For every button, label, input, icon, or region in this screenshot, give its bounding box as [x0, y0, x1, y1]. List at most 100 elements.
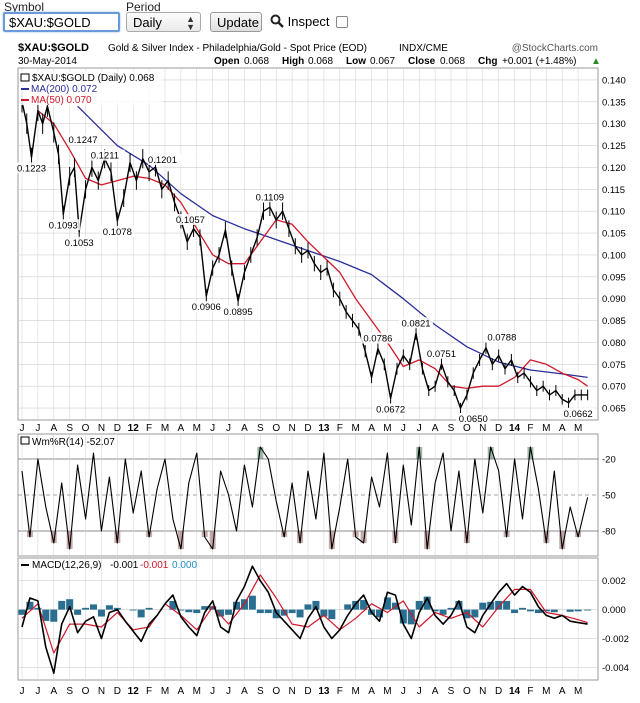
x-tick-label: S [257, 686, 264, 697]
toolbar: Symbol Period Daily ▲▼ Update Inspect [0, 0, 640, 38]
inspect-checkbox[interactable] [336, 16, 349, 28]
williams-oversold-fill [50, 531, 57, 543]
x-tick-label: M [542, 423, 550, 434]
x-tick-label: J [226, 686, 231, 697]
x-tick-label: M [193, 423, 201, 434]
macd-histogram-bar [574, 609, 582, 612]
macd-histogram-bar [26, 601, 34, 610]
macd-histogram-bar [431, 609, 439, 612]
price-annotation-bg [189, 301, 224, 313]
chg-value: +0.001 (+1.48%) [502, 56, 577, 67]
signal-legend-value: -0.001 [140, 560, 169, 571]
macd-histogram-bar [193, 609, 201, 614]
update-button[interactable]: Update [210, 12, 262, 32]
williams-oversold-fill [559, 531, 566, 549]
macd-histogram-bar [58, 600, 66, 610]
open-label: Open [214, 56, 240, 67]
macd-histogram-bar [233, 601, 240, 610]
macd-histogram-bar [201, 606, 209, 610]
macd-histogram-bar [584, 609, 592, 611]
macd-histogram-bar [42, 609, 50, 621]
x-tick-label: M [383, 423, 391, 434]
price-tick-label: 0.100 [602, 250, 626, 261]
macd-histogram-bar [169, 600, 177, 610]
x-tick-label: D [114, 686, 121, 697]
x-tick-label: N [479, 686, 486, 697]
x-tick-label: F [527, 423, 533, 434]
macd-histogram-bar [312, 600, 320, 610]
x-tick-label: A [559, 686, 566, 697]
x-axis-top: J J A S O N D 12 F M A M J J A S O N D 13 F M A M J J A S O N D 14 F M A M [20, 423, 583, 434]
williams-overbought-fill [527, 447, 534, 459]
close-value: 0.068 [440, 56, 465, 67]
macd-legend: MACD(12,26,9) -0.001 -0.001 0.000 [21, 560, 197, 571]
price-annotation-bg [484, 331, 519, 343]
x-tick-label: J [20, 423, 25, 434]
macd-histogram-bar [256, 609, 264, 614]
x-tick-label: N [288, 686, 295, 697]
price-tick-label: 0.080 [602, 338, 626, 349]
price-annotation: 0.0895 [224, 307, 253, 318]
price-annotation: 0.1247 [68, 135, 97, 146]
price-annotation: 0.0906 [192, 302, 221, 313]
price-annotation: 0.0751 [427, 349, 456, 360]
macd-histogram-bar [503, 600, 511, 610]
macd-legend-name: MACD(12,26,9) [32, 560, 101, 571]
x-tick-label: 12 [128, 686, 140, 697]
macd-histogram-bar [105, 605, 113, 610]
williams-legend-swatch [20, 436, 30, 445]
x-tick-label: M [574, 423, 582, 434]
macd-histogram-bar [455, 600, 463, 610]
x-tick-label: 14 [509, 686, 521, 697]
x-tick-label: J [401, 423, 406, 434]
macd-histogram-bar [74, 609, 82, 615]
x-tick-label: O [82, 423, 90, 434]
x-tick-label: A [178, 686, 185, 697]
macd-histogram-bar [320, 609, 328, 617]
symbol-input[interactable] [3, 12, 120, 32]
williams-oversold-fill [177, 531, 184, 549]
macd-histogram-bar [383, 597, 391, 610]
x-tick-label: J [210, 686, 215, 697]
macd-histogram-bar [304, 604, 312, 610]
x-tick-label: D [304, 423, 311, 434]
price-legend-text: $XAU:$GOLD (Daily) 0.068 [32, 73, 155, 84]
williams-oversold-fill [463, 531, 470, 543]
price-tick-label: 0.085 [602, 316, 626, 327]
macd-histogram-bar [185, 609, 193, 613]
header-exchange: INDX/CME [399, 43, 448, 54]
x-tick-label: S [257, 423, 264, 434]
price-annotation-bg [62, 236, 97, 248]
price-tick-label: 0.115 [602, 185, 625, 196]
x-tick-label: S [448, 686, 455, 697]
chg-up-icon: ▲ [591, 56, 601, 67]
macd-line [21, 565, 588, 675]
ohlc-summary: Open 0.068 High 0.068 Low 0.067 Close 0.… [214, 56, 601, 67]
x-tick-label: F [337, 686, 343, 697]
macd-histogram-bar [519, 607, 526, 610]
macd-histogram-bar [423, 596, 431, 610]
price-legend-bg [20, 71, 162, 105]
inspect-label: Inspect [287, 14, 330, 29]
x-tick-label: M [542, 686, 550, 697]
macd-histogram-bar [479, 602, 487, 610]
macd-histogram-bar [34, 607, 42, 610]
price-y-axis: 0.065 0.070 0.075 0.080 0.085 0.090 0.095 0.100… [602, 75, 626, 414]
macd-histogram-bar [217, 609, 225, 617]
period-select[interactable]: Daily ▲ ▼ [126, 12, 201, 32]
price-annotation: 0.1211 [91, 151, 119, 162]
x-tick-label: D [304, 686, 311, 697]
price-annotation: 0.1223 [17, 163, 46, 174]
macd-histogram-bar [344, 604, 352, 610]
macd-histogram-bar [511, 609, 519, 614]
price-annotation-bg [147, 154, 182, 165]
inspect-toggle[interactable]: Inspect [270, 13, 349, 33]
macd-histogram-bar [487, 601, 495, 610]
macd-tick-label: -0.004 [602, 663, 629, 674]
price-annotation-bg [46, 219, 81, 231]
price-tick-label: 0.075 [602, 360, 626, 371]
price-annotation-bg [561, 407, 596, 419]
price-annotation: 0.1201 [148, 155, 177, 166]
macd-histogram-bar [463, 609, 471, 619]
x-tick-label: F [527, 686, 533, 697]
